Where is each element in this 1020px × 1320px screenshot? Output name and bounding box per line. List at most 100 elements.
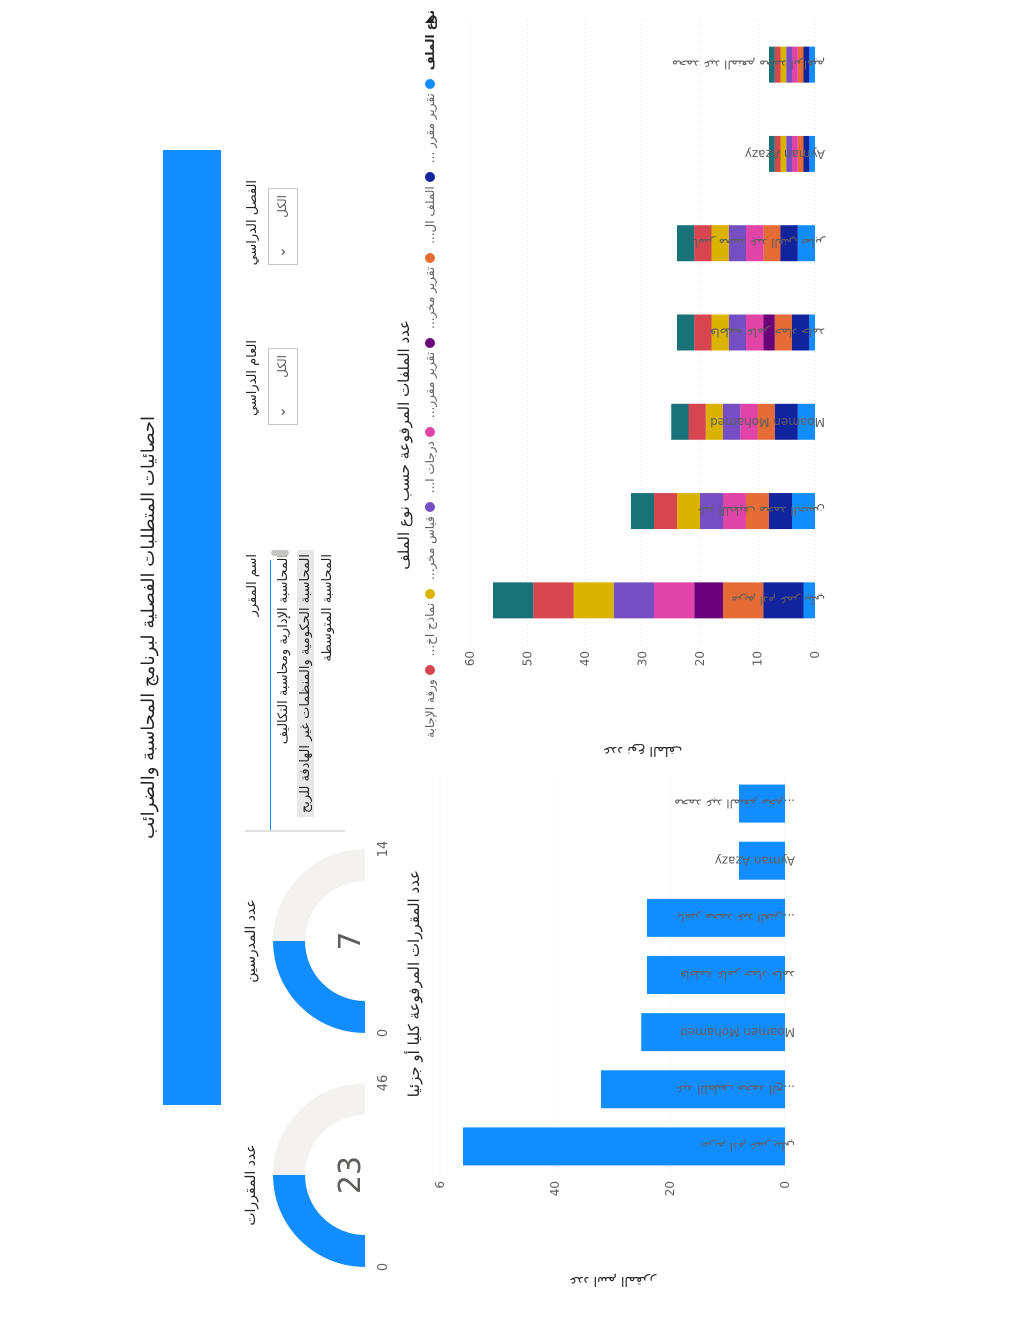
bar-segment[interactable]: [723, 403, 741, 440]
bar-segment[interactable]: [705, 403, 723, 440]
bar-segment[interactable]: [809, 314, 815, 351]
bar-segment[interactable]: [780, 46, 787, 83]
bar-segment[interactable]: [763, 582, 804, 619]
bar-segment[interactable]: [740, 403, 758, 440]
legend-item[interactable]: تقرير مقرر ...: [423, 79, 437, 163]
bar[interactable]: [739, 841, 785, 880]
bar-segment[interactable]: [803, 46, 810, 83]
bar-segment[interactable]: [694, 225, 712, 262]
bar-segment[interactable]: [792, 493, 815, 530]
bar-segment[interactable]: [780, 135, 787, 172]
semester-dropdown-value: الكل: [275, 195, 289, 218]
legend-scroll-arrow-icon[interactable]: [423, 13, 437, 27]
bar-segment[interactable]: [493, 582, 534, 619]
bar[interactable]: [463, 1127, 785, 1166]
bar-segment[interactable]: [694, 582, 723, 619]
bar[interactable]: [641, 1013, 785, 1052]
bar-segment[interactable]: [769, 135, 775, 172]
kpi-teachers-title: عدد المدرسين: [243, 899, 259, 983]
legend-item[interactable]: الملف ال...: [423, 172, 437, 244]
bar-segment[interactable]: [613, 582, 654, 619]
bar-segment[interactable]: [769, 46, 775, 83]
chart-files-legend: نوع الملف تقرير مقرر ... الملف ال... تقرير …: [423, 10, 449, 738]
bar-segment[interactable]: [677, 493, 700, 530]
legend-item[interactable]: ورقة الإجابة: [423, 665, 437, 738]
bar-segment[interactable]: [677, 225, 695, 262]
bar-segment[interactable]: [533, 582, 574, 619]
bar-segment[interactable]: [728, 225, 746, 262]
bar-segment[interactable]: [711, 225, 729, 262]
bar-segment[interactable]: [671, 403, 689, 440]
legend-item[interactable]: تقرير مقرر...: [423, 337, 437, 418]
bar-segment[interactable]: [746, 493, 769, 530]
legend-label: ورقة الإجابة: [423, 679, 437, 738]
bar-segment[interactable]: [809, 135, 815, 172]
legend-item[interactable]: قياس مخر...: [423, 502, 437, 580]
bar[interactable]: [601, 1070, 785, 1109]
legend-item[interactable]: نماذج اخ...: [423, 588, 437, 656]
chart-files-title: عدد الملفات المرفوعة حسب نوع الملف: [395, 320, 413, 570]
bar-segment[interactable]: [774, 314, 792, 351]
bar-segment[interactable]: [654, 493, 677, 530]
x-tick-label: مريم ادم عمر بيلي: [701, 1138, 795, 1153]
x-tick-label: فاطمة عامر حماد حامد: [680, 967, 795, 982]
x-tick-label: عبد اللطيف محمد الحسن: [698, 503, 825, 518]
bar-segment[interactable]: [728, 314, 746, 351]
bar[interactable]: [647, 956, 785, 994]
gauge-fill: [273, 941, 365, 1033]
bar-segment[interactable]: [654, 582, 695, 619]
bar-segment[interactable]: [746, 314, 764, 351]
bar-segment[interactable]: [797, 46, 804, 83]
legend-item[interactable]: درجات ا...: [423, 427, 437, 493]
bar-segment[interactable]: [631, 493, 654, 530]
bar-segment[interactable]: [809, 46, 815, 83]
bar-segment[interactable]: [780, 225, 798, 262]
bar[interactable]: [647, 898, 785, 937]
bar-segment[interactable]: [711, 314, 729, 351]
bar-segment[interactable]: [688, 403, 706, 440]
bar-segment[interactable]: [786, 135, 792, 172]
legend-item[interactable]: تقرير مخر...: [423, 252, 437, 329]
bar-segment[interactable]: [786, 46, 792, 83]
chart-courses-title: عدد المقررات المرفوعة كليا أو جزئيا: [405, 870, 423, 1098]
y-axis-title: عدد اسم المقرر: [569, 1273, 657, 1288]
year-dropdown[interactable]: الكل ⌄: [268, 348, 298, 425]
bar-segment[interactable]: [746, 225, 764, 262]
course-slicer: اسم المقرر المحاسبة الإدارية ومحاسبة الت…: [245, 550, 345, 832]
gauge-min-label: 0: [376, 1029, 391, 1037]
bar-segment[interactable]: [700, 493, 723, 530]
bar-segment[interactable]: [769, 493, 792, 530]
bar-segment[interactable]: [757, 403, 775, 440]
bar-segment[interactable]: [573, 582, 614, 619]
bar-segment[interactable]: [774, 46, 781, 83]
bar-segment[interactable]: [803, 135, 810, 172]
title-banner: [163, 150, 221, 1105]
bar-segment[interactable]: [763, 314, 775, 351]
bar[interactable]: [739, 784, 785, 823]
x-tick-label: Moamen Mohamed: [710, 415, 825, 429]
bar-segment[interactable]: [723, 582, 764, 619]
bar-segment[interactable]: [774, 403, 798, 440]
y-tick-label: 20: [663, 1181, 677, 1196]
bar-segment[interactable]: [797, 225, 815, 262]
slicer-border: [245, 556, 345, 832]
bar-segment[interactable]: [792, 46, 798, 83]
bar-segment[interactable]: [803, 582, 816, 619]
kpi-teachers-gauge: 7 0 14: [273, 841, 391, 1037]
bar-segment[interactable]: [763, 225, 781, 262]
bar-segment[interactable]: [797, 403, 815, 440]
bar-segment[interactable]: [774, 135, 781, 172]
bar-segment[interactable]: [723, 493, 746, 530]
semester-dropdown[interactable]: الكل ⌄: [268, 188, 298, 265]
bar-segment[interactable]: [677, 314, 695, 351]
bar-segment[interactable]: [792, 135, 798, 172]
y-tick-label: 6: [433, 1181, 447, 1189]
y-tick-label: 40: [548, 1181, 562, 1196]
year-dropdown-value: الكل: [275, 355, 289, 378]
x-tick-label: Moamen Mohamed: [680, 1025, 795, 1039]
bar-segment[interactable]: [792, 314, 810, 351]
bar-segment[interactable]: [797, 135, 804, 172]
legend-marker: [425, 427, 435, 438]
bar-segment[interactable]: [694, 314, 712, 351]
